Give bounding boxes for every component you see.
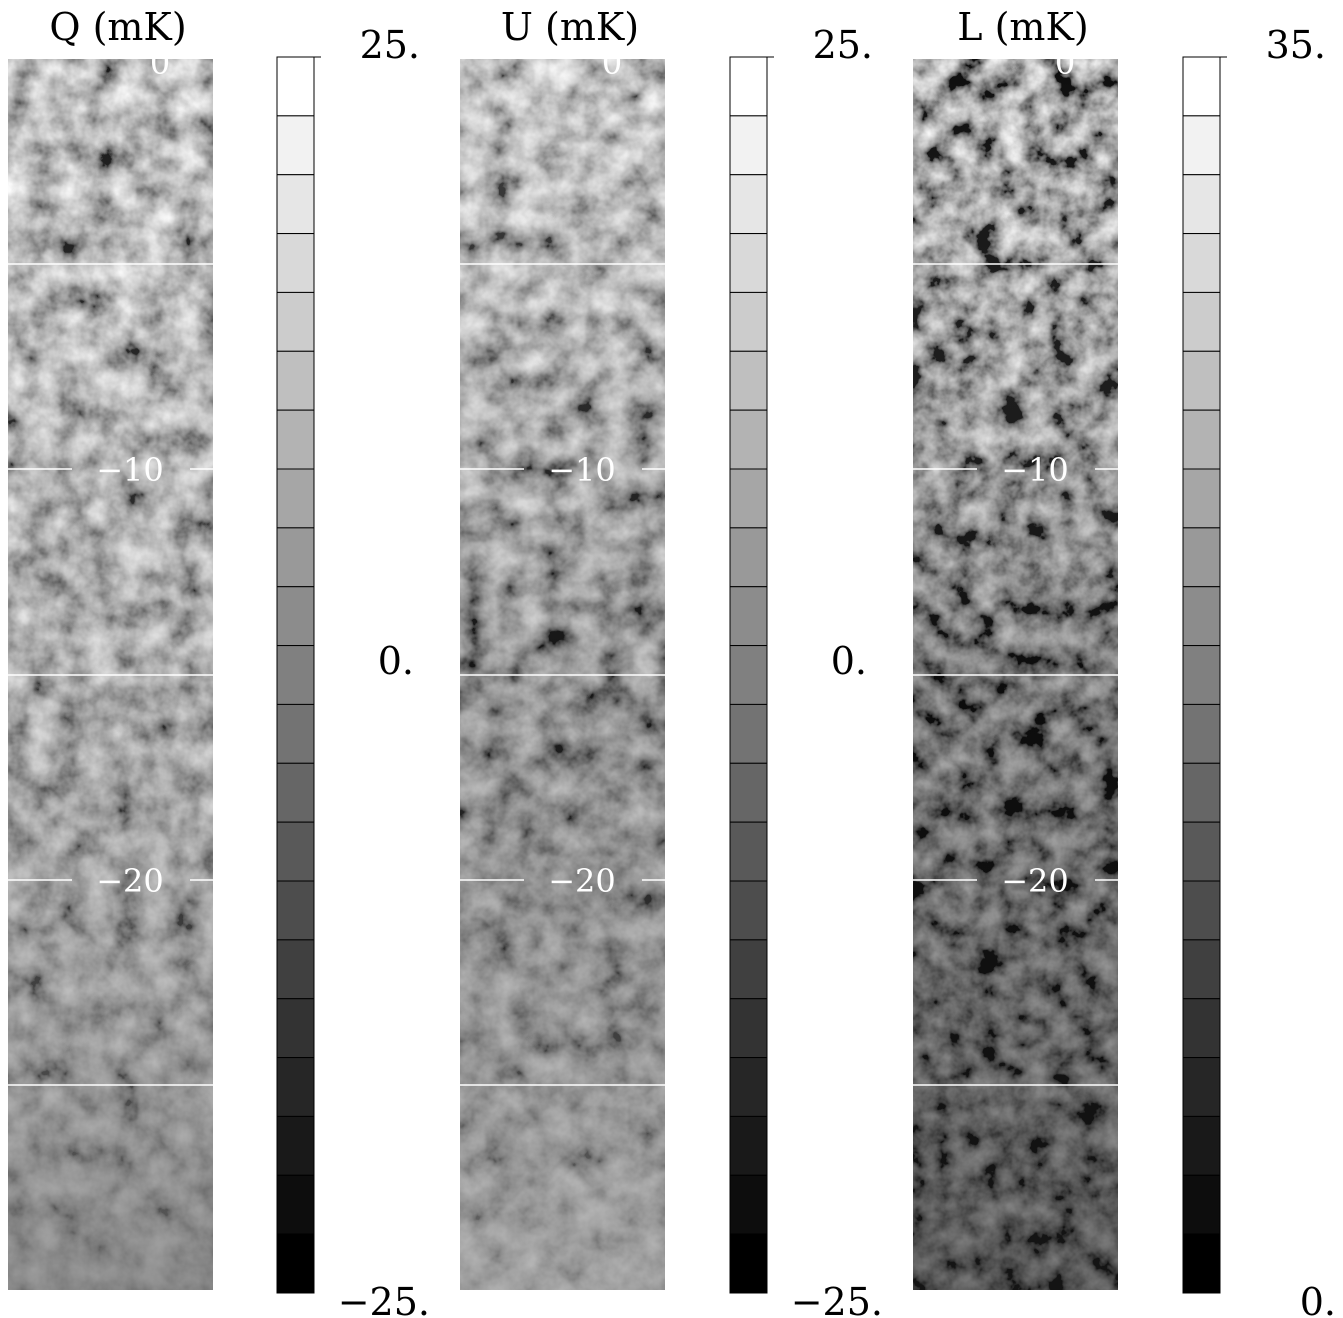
colorbar-step [276, 115, 315, 176]
colorbar-step [1182, 1174, 1221, 1235]
colorbar-step [1182, 939, 1221, 1000]
colorbar-step [729, 115, 768, 176]
colorbar-step [729, 1115, 768, 1176]
colorbar-step [276, 1057, 315, 1117]
map-label: 0 [150, 44, 170, 82]
colorbar-step [729, 1057, 768, 1117]
colorbar-step [276, 586, 315, 647]
colorbar-step [1182, 233, 1221, 293]
colorbar-step [729, 939, 768, 1000]
colorbar-step [276, 56, 315, 117]
map-label: 0 [602, 44, 622, 82]
colorbar-step [1182, 1057, 1221, 1117]
colorbar-step [729, 762, 768, 823]
colorbar-step [276, 998, 315, 1059]
colorbar-step [276, 291, 315, 352]
colorbar-step [276, 762, 315, 823]
colorbar-min: 0. [1300, 1280, 1336, 1318]
colorbar-step [276, 409, 315, 470]
colorbar-step [276, 174, 315, 235]
colorbar-step [1182, 586, 1221, 647]
colorbar-step [729, 821, 768, 882]
colorbar-step [729, 527, 768, 588]
colorbar-step [1182, 527, 1221, 588]
colorbar-step [276, 645, 315, 705]
colorbar-max: 35. [1266, 23, 1326, 67]
colorbar-step [1182, 762, 1221, 823]
colorbar-step [276, 821, 315, 882]
colorbar-step [1182, 56, 1221, 117]
colorbar-step [1182, 645, 1221, 705]
colorbar-step [729, 56, 768, 117]
colorbar-step [276, 1115, 315, 1176]
colorbar-step [1182, 350, 1221, 411]
colorbar-step [1182, 468, 1221, 529]
map-label: −20 [548, 862, 616, 900]
colorbar-step [1182, 174, 1221, 235]
colorbar-min: −25. [338, 1280, 430, 1318]
colorbar-step [276, 1233, 315, 1294]
colorbar-step [729, 350, 768, 411]
colorbar-step [729, 174, 768, 235]
colorbar-step [729, 586, 768, 647]
panel-title: L (mK) [957, 5, 1088, 49]
colorbar-step [276, 468, 315, 529]
map-label: −10 [1001, 451, 1069, 489]
colorbar-mid: 0. [378, 639, 414, 683]
map-label: 0 [1055, 44, 1075, 82]
colorbar-step [729, 1174, 768, 1235]
colorbar-step [276, 880, 315, 941]
colorbar-step [729, 880, 768, 941]
colorbar-step [276, 233, 315, 293]
colorbar-step [1182, 821, 1221, 882]
colorbar-step [1182, 1233, 1221, 1294]
colorbar-step [276, 703, 315, 764]
colorbar-step [276, 939, 315, 1000]
map-label: −20 [96, 862, 164, 900]
colorbar-step [729, 998, 768, 1059]
colorbar-max: 25. [813, 23, 873, 67]
colorbar-step [1182, 998, 1221, 1059]
colorbar-step [729, 1233, 768, 1294]
colorbar-step [1182, 703, 1221, 764]
colorbar-step [1182, 1115, 1221, 1176]
colorbar-step [1182, 880, 1221, 941]
map-label: −10 [548, 451, 616, 489]
colorbar-step [276, 350, 315, 411]
colorbar-step [276, 527, 315, 588]
colorbar-max: 25. [360, 23, 420, 67]
colorbar-step [1182, 409, 1221, 470]
colorbar-step [729, 645, 768, 705]
map-label: −20 [1001, 862, 1069, 900]
colorbar-step [729, 468, 768, 529]
colorbar-step [729, 291, 768, 352]
panel-title: Q (mK) [49, 5, 186, 49]
colorbar-step [729, 409, 768, 470]
colorbar-mid: 0. [831, 639, 867, 683]
panel-title: U (mK) [501, 5, 639, 49]
map-label: −10 [96, 451, 164, 489]
colorbar-step [729, 233, 768, 293]
colorbar-min: −25. [791, 1280, 883, 1318]
colorbar-step [729, 703, 768, 764]
colorbar-step [276, 1174, 315, 1235]
colorbar-step [1182, 115, 1221, 176]
colorbar-step [1182, 291, 1221, 352]
